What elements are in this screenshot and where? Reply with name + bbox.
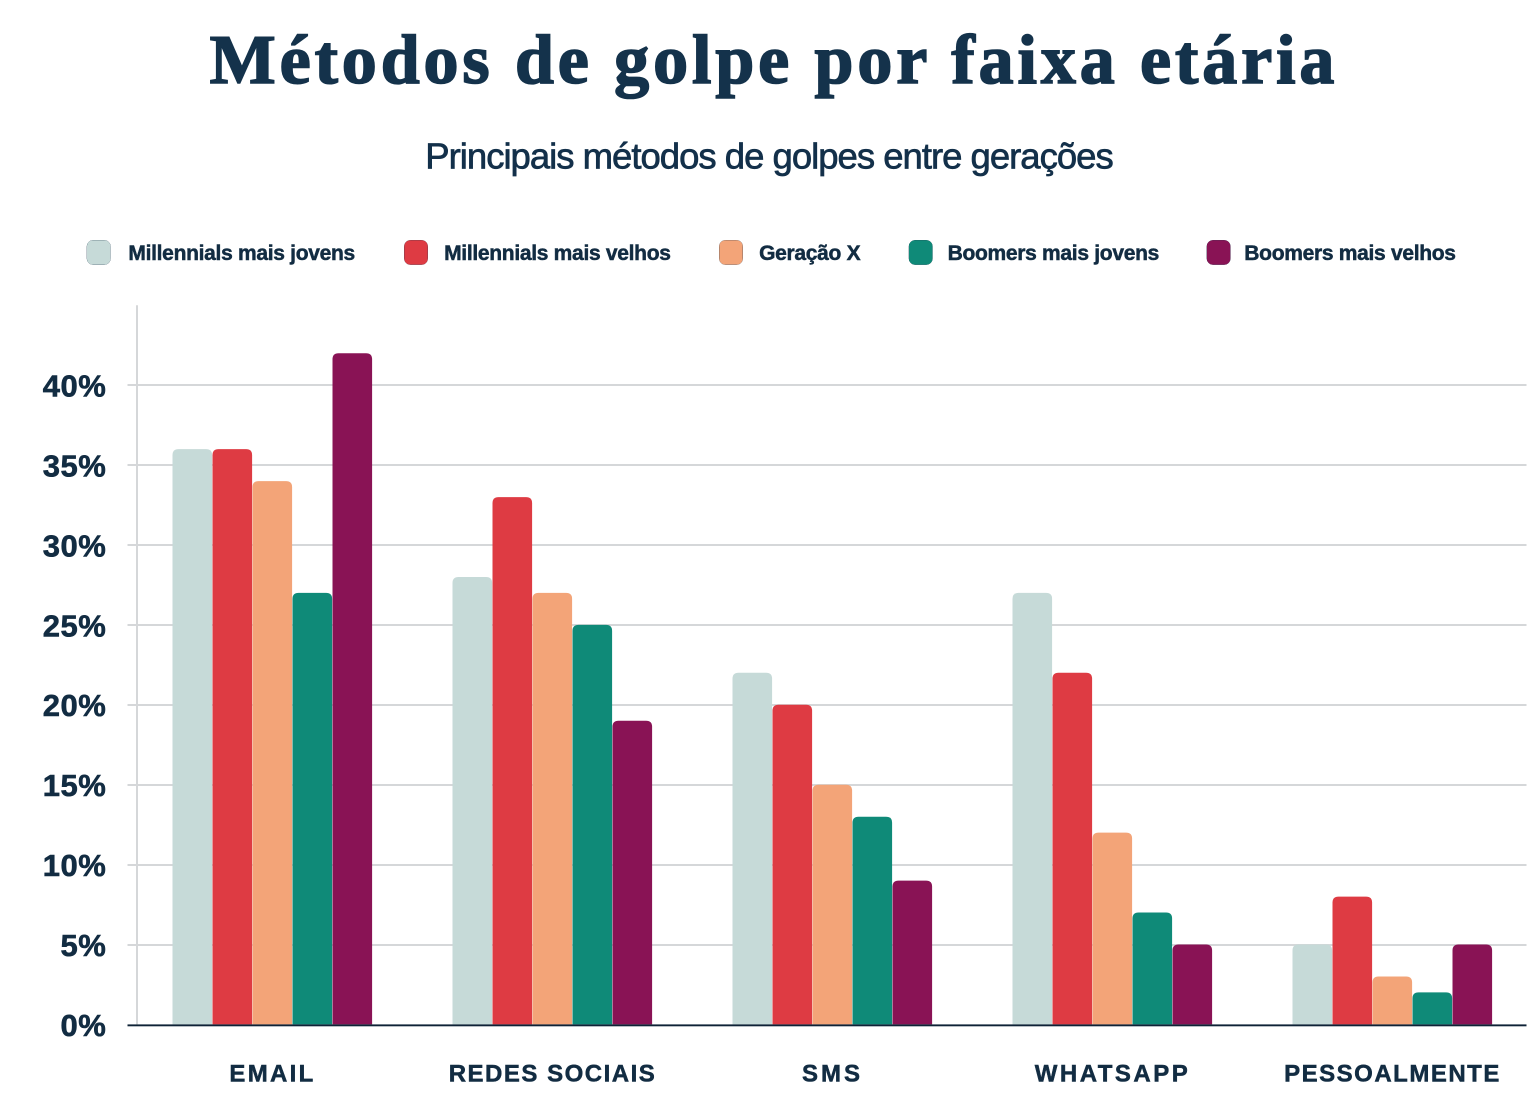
- svg-text:Geração X: Geração X: [759, 242, 860, 265]
- svg-text:35%: 35%: [43, 449, 107, 484]
- svg-text:REDES SOCIAIS: REDES SOCIAIS: [449, 1061, 657, 1088]
- svg-text:PESSOALMENTE: PESSOALMENTE: [1284, 1061, 1501, 1088]
- svg-text:Millennials mais velhos: Millennials mais velhos: [444, 242, 671, 265]
- svg-text:Principais métodos de golpes e: Principais métodos de golpes entre geraç…: [425, 136, 1112, 177]
- svg-text:40%: 40%: [43, 369, 107, 404]
- svg-text:SMS: SMS: [802, 1061, 863, 1088]
- svg-text:0%: 0%: [60, 1008, 106, 1043]
- svg-text:EMAIL: EMAIL: [229, 1061, 315, 1088]
- svg-text:30%: 30%: [43, 528, 107, 563]
- svg-text:Millennials mais jovens: Millennials mais jovens: [128, 242, 355, 265]
- svg-text:5%: 5%: [60, 928, 106, 963]
- svg-text:Boomers mais velhos: Boomers mais velhos: [1244, 242, 1455, 265]
- svg-text:Métodos de golpe por faixa etá: Métodos de golpe por faixa etária: [210, 22, 1339, 99]
- svg-text:20%: 20%: [43, 688, 107, 723]
- svg-text:15%: 15%: [43, 768, 107, 803]
- svg-text:WHATSAPP: WHATSAPP: [1035, 1061, 1191, 1088]
- svg-text:25%: 25%: [43, 608, 107, 643]
- svg-text:10%: 10%: [43, 848, 107, 883]
- svg-text:Boomers mais jovens: Boomers mais jovens: [948, 242, 1159, 265]
